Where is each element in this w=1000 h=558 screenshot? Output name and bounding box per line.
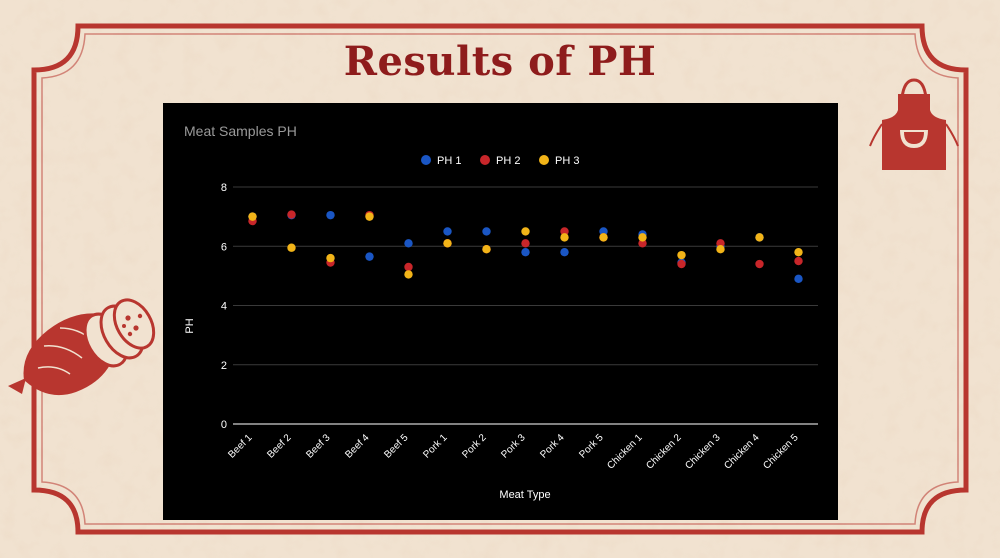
data-point xyxy=(560,233,569,242)
grid-lines xyxy=(233,186,818,425)
x-tick-label: Beef 5 xyxy=(382,432,411,461)
x-tick-label: Chicken 5 xyxy=(761,432,801,472)
x-tick-label: Pork 3 xyxy=(499,432,528,461)
data-point xyxy=(755,233,764,242)
data-point xyxy=(287,243,296,252)
data-point xyxy=(443,227,452,236)
data-point xyxy=(326,253,335,263)
chart-title: Meat Samples PH xyxy=(184,123,297,139)
y-tick-label: 2 xyxy=(221,360,227,372)
data-point xyxy=(365,212,374,221)
data-point xyxy=(794,247,803,257)
data-point xyxy=(287,210,296,219)
x-tick-label: Beef 4 xyxy=(343,432,372,461)
data-point xyxy=(599,233,608,242)
data-point xyxy=(404,270,413,279)
y-axis-title: PH xyxy=(184,318,196,333)
x-tick-labels: Beef 1 Beef 2 Beef 3 Beef 4 Beef 5 Pork 1 Pork… xyxy=(226,432,801,472)
data-point xyxy=(521,247,530,257)
data-point xyxy=(716,239,725,248)
y-tick-label: 8 xyxy=(221,182,227,194)
x-tick-label: Pork 1 xyxy=(421,432,450,461)
x-tick-label: Beef 2 xyxy=(265,432,294,461)
legend-label: PH 3 xyxy=(555,155,579,167)
data-point xyxy=(794,256,803,266)
data-point xyxy=(482,227,491,236)
data-point xyxy=(716,245,725,254)
data-point xyxy=(365,252,374,261)
data-point xyxy=(755,259,764,269)
x-tick-label: Chicken 4 xyxy=(722,432,762,472)
data-point xyxy=(404,239,413,248)
legend-label: PH 2 xyxy=(496,155,520,167)
data-point xyxy=(794,274,803,284)
legend: PH 1 PH 2 PH 3 xyxy=(421,155,579,167)
data-point xyxy=(482,245,491,254)
scatter-chart: 0 2 4 6 8 Beef 1 Beef 2 Beef 3 Beef 4 Beef 5 Pork… xyxy=(184,155,818,501)
legend-marker xyxy=(539,155,549,165)
x-tick-label: Chicken 1 xyxy=(605,432,645,472)
x-tick-label: Pork 4 xyxy=(538,432,567,461)
data-point xyxy=(638,239,647,248)
x-tick-label: Chicken 3 xyxy=(683,432,723,472)
legend-marker xyxy=(421,155,431,165)
data-points xyxy=(248,210,803,284)
data-point xyxy=(521,239,530,248)
y-tick-labels: 0 2 4 6 8 xyxy=(221,182,227,431)
chart-panel: 0 2 4 6 8 Beef 1 Beef 2 Beef 3 Beef 4 Beef 5 Pork… xyxy=(163,103,838,520)
data-point xyxy=(248,212,257,221)
apron-icon xyxy=(869,78,959,170)
x-axis-title: Meat Type xyxy=(499,489,550,501)
data-point xyxy=(521,227,530,236)
data-point xyxy=(560,247,569,257)
x-tick-label: Beef 3 xyxy=(304,432,333,461)
legend-marker xyxy=(480,155,490,165)
data-point xyxy=(326,210,335,220)
data-point xyxy=(677,259,686,269)
x-tick-label: Beef 1 xyxy=(226,432,255,461)
data-point xyxy=(404,262,413,272)
y-tick-label: 0 xyxy=(221,419,227,431)
y-tick-label: 6 xyxy=(221,241,227,253)
x-tick-label: Chicken 2 xyxy=(644,432,684,472)
data-point xyxy=(638,233,647,242)
data-point xyxy=(677,250,686,260)
slide-title: Results of PH xyxy=(343,38,657,85)
data-point xyxy=(560,227,569,236)
data-point xyxy=(443,239,452,248)
legend-label: PH 1 xyxy=(437,155,461,167)
y-tick-label: 4 xyxy=(221,301,227,313)
x-tick-label: Pork 5 xyxy=(577,432,606,461)
x-tick-label: Pork 2 xyxy=(460,432,489,461)
data-point xyxy=(599,227,608,236)
sausage-icon xyxy=(8,298,156,396)
